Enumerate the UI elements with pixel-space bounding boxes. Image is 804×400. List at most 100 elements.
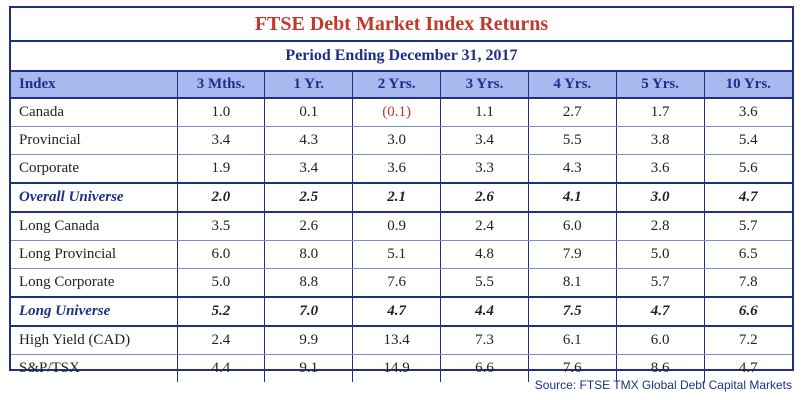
table-cell: 7.6 xyxy=(527,354,617,382)
table-cell: 0.1 xyxy=(264,98,353,127)
table-cell: 5.1 xyxy=(352,240,441,269)
table-cell: 9.9 xyxy=(264,326,353,355)
row-label: High Yield (CAD) xyxy=(11,326,177,355)
table-cell: 4.3 xyxy=(527,154,617,184)
table-cell: 2.5 xyxy=(264,183,353,213)
table-cell: 3.4 xyxy=(440,126,529,155)
table-row: Provincial 3.4 4.3 3.0 3.4 5.5 3.8 5.4 xyxy=(11,126,792,155)
table-cell: 5.2 xyxy=(176,297,265,327)
row-label: Canada xyxy=(11,98,177,127)
table-row: Corporate 1.9 3.4 3.6 3.3 4.3 3.6 5.6 xyxy=(11,154,792,184)
table-cell: 13.4 xyxy=(352,326,441,355)
row-label: Long Universe xyxy=(11,297,177,327)
table-cell: 3.3 xyxy=(440,154,529,184)
table-cell: 7.2 xyxy=(703,326,792,355)
table-title: FTSE Debt Market Index Returns xyxy=(11,8,792,42)
table-cell: 5.0 xyxy=(615,240,705,269)
table-cell: 3.6 xyxy=(703,98,792,127)
table-row: Overall Universe 2.0 2.5 2.1 2.6 4.1 3.0 4.7 xyxy=(11,183,792,213)
column-header: 2 Yrs. xyxy=(352,72,441,99)
table-cell: 2.1 xyxy=(352,183,441,213)
column-header: 3 Mths. xyxy=(176,72,265,99)
table-cell: 5.7 xyxy=(615,268,705,298)
table-cell: 3.6 xyxy=(615,154,705,184)
table-cell: 6.0 xyxy=(176,240,265,269)
table-cell: 2.8 xyxy=(615,212,705,241)
column-header: 4 Yrs. xyxy=(527,72,617,99)
table-cell: 4.3 xyxy=(264,126,353,155)
table-cell: 2.4 xyxy=(176,326,265,355)
table-cell: 6.6 xyxy=(440,354,529,382)
table-cell: 8.0 xyxy=(264,240,353,269)
table-cell: 7.0 xyxy=(264,297,353,327)
table-row: S&P/TSX 4.4 9.1 14.9 6.6 7.6 8.6 4.7 xyxy=(11,354,792,382)
table-cell: 6.0 xyxy=(527,212,617,241)
table-cell: 5.7 xyxy=(703,212,792,241)
table-cell: 4.7 xyxy=(703,354,792,382)
table-cell: 7.8 xyxy=(703,268,792,298)
table-cell: 6.6 xyxy=(703,297,792,327)
table-cell: 4.7 xyxy=(615,297,705,327)
table-cell: 2.0 xyxy=(176,183,265,213)
table-cell: 4.8 xyxy=(440,240,529,269)
table-row: High Yield (CAD) 2.4 9.9 13.4 7.3 6.1 6.0 7.2 xyxy=(11,326,792,355)
row-label: Long Canada xyxy=(11,212,177,241)
column-header: 1 Yr. xyxy=(264,72,353,99)
table-cell: 4.7 xyxy=(352,297,441,327)
header-row: Index 3 Mths. 1 Yr. 2 Yrs. 3 Yrs. 4 Yrs. 5 Yrs… xyxy=(11,72,792,99)
table-cell: 3.5 xyxy=(176,212,265,241)
row-label: Provincial xyxy=(11,126,177,155)
returns-table: Index 3 Mths. 1 Yr. 2 Yrs. 3 Yrs. 4 Yrs. 5 Yrs… xyxy=(11,72,792,382)
table-body: Canada 1.0 0.1 (0.1) 1.1 2.7 1.7 3.6 Provincial 3… xyxy=(11,98,792,382)
table-cell: 7.6 xyxy=(352,268,441,298)
row-label: Overall Universe xyxy=(11,183,177,213)
table-cell: 2.6 xyxy=(264,212,353,241)
returns-table-frame: FTSE Debt Market Index Returns Period En… xyxy=(9,6,794,382)
table-cell: (0.1) xyxy=(352,98,441,127)
row-label: Long Provincial xyxy=(11,240,177,269)
table-cell: 2.4 xyxy=(440,212,529,241)
column-header-index: Index xyxy=(11,72,177,99)
table-cell: 8.1 xyxy=(527,268,617,298)
column-header: 3 Yrs. xyxy=(440,72,529,99)
table-cell: 14.9 xyxy=(352,354,441,382)
table-cell: 2.7 xyxy=(527,98,617,127)
table-cell: 5.5 xyxy=(527,126,617,155)
table-cell: 7.3 xyxy=(440,326,529,355)
table-row: Long Provincial 6.0 8.0 5.1 4.8 7.9 5.0 6.5 xyxy=(11,240,792,269)
table-cell: 6.1 xyxy=(527,326,617,355)
source-note: Source: FTSE TMX Global Debt Capital Mar… xyxy=(534,378,792,392)
table-cell: 1.0 xyxy=(176,98,265,127)
table-cell: 4.4 xyxy=(440,297,529,327)
table-cell: 0.9 xyxy=(352,212,441,241)
row-label: Long Corporate xyxy=(11,268,177,298)
table-row: Long Universe 5.2 7.0 4.7 4.4 7.5 4.7 6.6 xyxy=(11,297,792,327)
table-cell: 9.1 xyxy=(264,354,353,382)
table-cell: 6.0 xyxy=(615,326,705,355)
table-cell: 1.9 xyxy=(176,154,265,184)
table-cell: 5.6 xyxy=(703,154,792,184)
table-cell: 3.0 xyxy=(615,183,705,213)
table-cell: 3.6 xyxy=(352,154,441,184)
table-cell: 1.7 xyxy=(615,98,705,127)
table-cell: 7.5 xyxy=(527,297,617,327)
table-cell: 4.7 xyxy=(703,183,792,213)
table-cell: 6.5 xyxy=(703,240,792,269)
table-row: Long Canada 3.5 2.6 0.9 2.4 6.0 2.8 5.7 xyxy=(11,212,792,241)
table-cell: 4.1 xyxy=(527,183,617,213)
table-cell: 5.4 xyxy=(703,126,792,155)
table-row: Canada 1.0 0.1 (0.1) 1.1 2.7 1.7 3.6 xyxy=(11,98,792,127)
table-cell: 4.4 xyxy=(176,354,265,382)
table-cell: 3.8 xyxy=(615,126,705,155)
table-cell: 5.5 xyxy=(440,268,529,298)
table-cell: 3.0 xyxy=(352,126,441,155)
table-cell: 8.6 xyxy=(615,354,705,382)
column-header: 10 Yrs. xyxy=(703,72,792,99)
table-row: Long Corporate 5.0 8.8 7.6 5.5 8.1 5.7 7.8 xyxy=(11,268,792,298)
table-cell: 5.0 xyxy=(176,268,265,298)
row-label: Corporate xyxy=(11,154,177,184)
table-cell: 2.6 xyxy=(440,183,529,213)
table-cell: 7.9 xyxy=(527,240,617,269)
row-label: S&P/TSX xyxy=(19,360,80,376)
table-cell: 8.8 xyxy=(264,268,353,298)
